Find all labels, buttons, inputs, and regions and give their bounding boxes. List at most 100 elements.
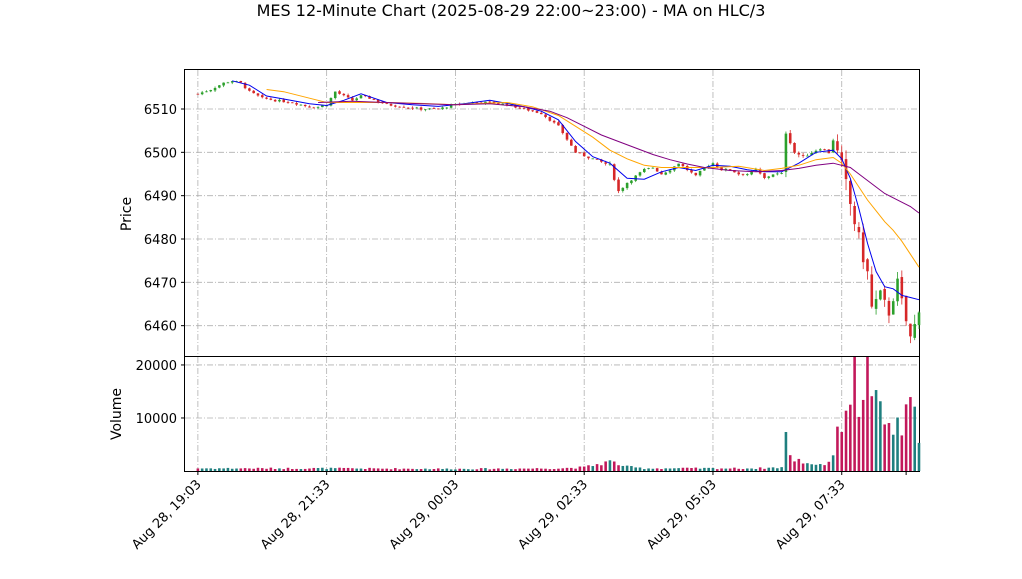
volume-bar xyxy=(758,467,762,471)
volume-bar xyxy=(698,468,702,471)
candle-body xyxy=(591,158,595,160)
volume-bar xyxy=(711,467,715,471)
volume-bar xyxy=(299,469,303,471)
price-y-tick-label: 6490 xyxy=(144,190,177,205)
volume-bar xyxy=(818,464,822,471)
volume-bar xyxy=(891,434,895,471)
volume-axis-label: Volume xyxy=(109,388,125,440)
candle-body xyxy=(484,101,487,104)
candle-body xyxy=(321,105,324,108)
volume-bar xyxy=(355,468,358,471)
volume-bar xyxy=(351,468,354,471)
volume-bar xyxy=(406,468,410,471)
volume-bar xyxy=(642,469,646,471)
candle-body xyxy=(836,141,839,151)
candle-body xyxy=(647,167,650,169)
volume-bar xyxy=(883,424,886,471)
candle-body xyxy=(600,159,603,162)
volume-bar xyxy=(694,467,698,471)
volume-bar xyxy=(321,467,324,471)
volume-bar xyxy=(673,468,676,471)
volume-bar xyxy=(479,468,483,471)
volume-bar xyxy=(291,469,294,471)
volume-bar xyxy=(612,461,616,471)
candle-body xyxy=(638,172,642,176)
volume-bar xyxy=(509,469,513,471)
volume-bar xyxy=(685,467,689,471)
volume-bar xyxy=(917,442,921,471)
candle-body xyxy=(861,232,865,263)
candle-body xyxy=(788,133,792,144)
candle-body xyxy=(252,90,255,94)
candle-body xyxy=(441,107,444,109)
volume-bar xyxy=(248,468,251,471)
grid-layer xyxy=(185,70,919,471)
candle-body xyxy=(698,170,702,176)
candle-body xyxy=(501,103,504,105)
candle-body xyxy=(883,288,886,300)
candle-body xyxy=(256,93,260,96)
x-tick-label: Aug 29, 00:03 xyxy=(387,477,463,553)
candle-body xyxy=(398,106,401,108)
volume-bar xyxy=(754,468,758,471)
candle-body xyxy=(278,99,281,102)
volume-bar xyxy=(295,468,298,471)
price-axis-label: Price xyxy=(119,197,135,231)
volume-bar xyxy=(565,467,569,471)
candle-body xyxy=(475,102,479,104)
candle-body xyxy=(780,173,783,174)
candle-body xyxy=(230,81,234,83)
volume-bar xyxy=(574,468,577,471)
volume-bar xyxy=(655,468,659,471)
candle-body xyxy=(488,101,492,103)
candle-body xyxy=(612,164,616,180)
volume-bar xyxy=(239,468,243,471)
candle-body xyxy=(222,82,225,86)
volume-bar xyxy=(544,468,547,471)
volume-bar xyxy=(582,466,586,471)
volume-bar xyxy=(213,468,217,471)
volume-bar xyxy=(900,435,904,471)
candle-body xyxy=(565,132,569,140)
volume-bar xyxy=(286,467,290,471)
candle-body xyxy=(428,108,431,110)
volume-bar xyxy=(501,468,504,471)
volume-bar xyxy=(896,417,899,471)
candle-body xyxy=(642,168,646,173)
candle-body xyxy=(720,167,723,171)
price-y-tick-label: 6500 xyxy=(144,146,177,161)
volume-bar xyxy=(243,468,247,471)
price-y-tick-label: 6470 xyxy=(144,276,177,291)
volume-y-tick-label: 20000 xyxy=(136,359,177,374)
candle-body xyxy=(703,167,706,171)
volume-bar xyxy=(505,468,509,471)
volume-bar xyxy=(733,467,736,471)
volume-bar xyxy=(226,467,230,471)
volume-bar xyxy=(441,468,444,471)
candle-body xyxy=(904,295,908,322)
volume-bar xyxy=(788,455,792,471)
price-panel-frame xyxy=(184,69,920,357)
price-y-tick-label: 6460 xyxy=(144,320,177,335)
volume-bar xyxy=(750,468,753,471)
candle-body xyxy=(205,91,208,93)
x-tick-label: Aug 29, 07:33 xyxy=(773,477,849,553)
volume-bar xyxy=(703,467,706,471)
candle-body xyxy=(694,172,698,176)
candle-body xyxy=(754,169,758,171)
candle-body xyxy=(432,108,436,109)
candle-body xyxy=(209,90,213,92)
volume-bar xyxy=(552,469,556,471)
price-y-tick-label: 6510 xyxy=(144,103,177,118)
volume-bar xyxy=(325,469,328,471)
volume-bar xyxy=(385,468,389,471)
candle-body xyxy=(818,149,822,151)
candle-body xyxy=(853,206,856,225)
candle-body xyxy=(776,173,779,175)
volume-bar xyxy=(853,357,856,471)
volume-bar xyxy=(638,467,642,471)
x-tick-label: Aug 28, 21:33 xyxy=(258,477,334,553)
candle-body xyxy=(849,180,852,204)
candle-body xyxy=(578,152,582,154)
